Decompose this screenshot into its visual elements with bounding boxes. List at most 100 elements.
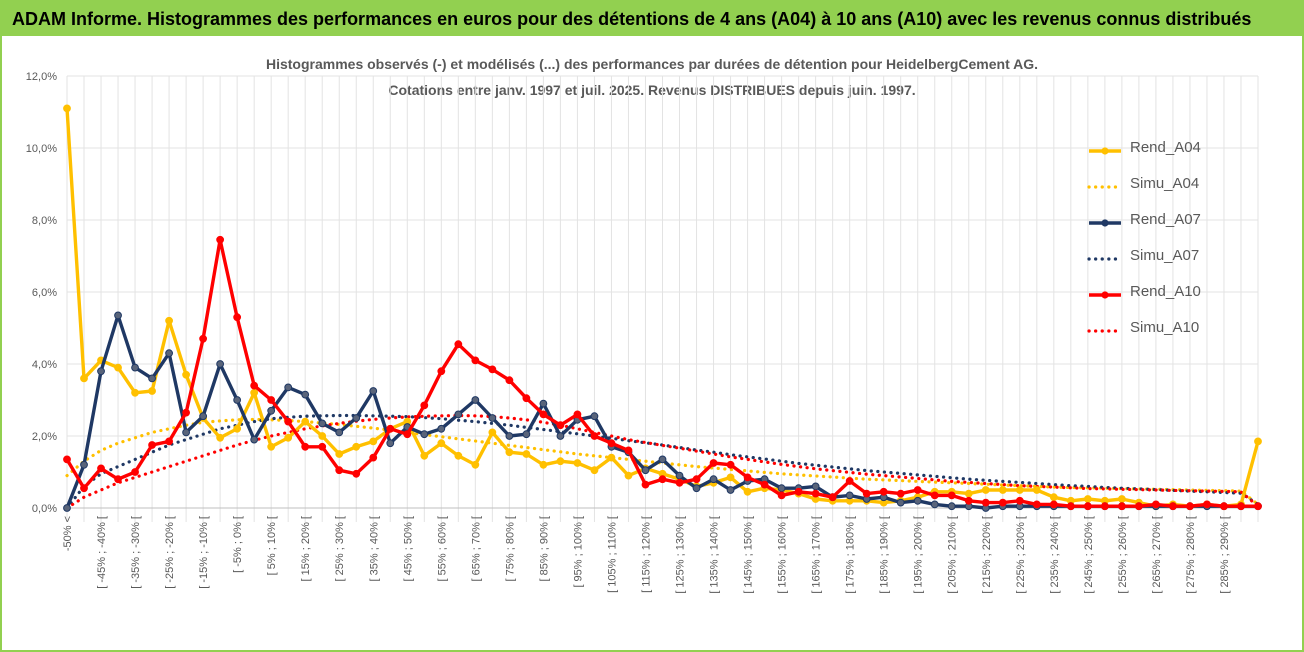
data-point xyxy=(80,484,88,493)
data-point xyxy=(930,491,939,500)
data-point xyxy=(97,464,105,473)
legend-swatch xyxy=(1087,185,1123,189)
data-point xyxy=(352,469,361,478)
series-Simu_A10 xyxy=(65,413,1260,510)
legend-swatch xyxy=(1087,329,1123,333)
data-point xyxy=(335,466,344,475)
data-point xyxy=(1169,502,1177,511)
data-point xyxy=(743,473,752,482)
x-tick-label: [ 215% ; 220% [ xyxy=(981,516,993,594)
data-point xyxy=(131,388,139,397)
data-point xyxy=(80,460,88,469)
data-point xyxy=(63,455,71,464)
legend-label: Rend_A07 xyxy=(1130,211,1201,228)
chart-subtitle: Cotations entre janv. 1997 et juil. 2025… xyxy=(388,82,916,98)
data-point xyxy=(114,475,122,484)
x-tick-label: [ 225% ; 230% [ xyxy=(1015,516,1027,594)
data-point xyxy=(454,451,463,460)
data-point xyxy=(1254,437,1262,446)
x-tick-label: [ -25% ; -20% [ xyxy=(164,516,176,589)
legend-item: Simu_A07 xyxy=(1086,244,1286,280)
data-point xyxy=(760,480,769,489)
data-point xyxy=(590,432,599,440)
x-tick-label: [ 275% ; 280% [ xyxy=(1185,516,1197,594)
data-point xyxy=(1066,502,1075,511)
y-tick-label: 0,0% xyxy=(32,503,57,515)
data-point xyxy=(726,460,735,469)
data-point xyxy=(250,388,259,397)
data-point xyxy=(1254,502,1262,511)
x-tick-label: [ 105% ; 110% [ xyxy=(606,516,618,593)
data-point xyxy=(471,356,480,365)
data-point xyxy=(284,433,293,442)
data-point xyxy=(590,466,599,475)
data-point xyxy=(692,484,701,493)
data-point xyxy=(1083,495,1092,503)
data-point xyxy=(658,455,667,464)
data-point xyxy=(692,475,701,484)
data-point xyxy=(199,334,208,343)
data-point xyxy=(318,419,327,428)
x-tick-label: [ 75% ; 80% [ xyxy=(504,516,516,581)
data-point xyxy=(913,486,922,494)
data-point xyxy=(896,489,905,498)
data-point xyxy=(233,313,242,322)
x-tick-label: [ 205% ; 210% [ xyxy=(947,516,959,594)
x-axis: -50% < [ -45% ; -40% [[ -35% ; -30% [[ -2… xyxy=(62,516,1231,594)
data-point xyxy=(437,424,446,433)
data-point xyxy=(369,453,378,462)
data-point xyxy=(811,489,820,498)
x-tick-label: [ 265% ; 270% [ xyxy=(1151,516,1163,594)
legend-marker xyxy=(1101,291,1109,299)
y-tick-label: 4,0% xyxy=(32,359,57,371)
data-point xyxy=(1152,500,1160,509)
data-point xyxy=(165,349,173,358)
data-point xyxy=(250,435,259,444)
data-point xyxy=(318,442,327,451)
legend-item: Simu_A10 xyxy=(1086,316,1286,352)
data-point xyxy=(590,412,599,421)
data-point xyxy=(369,387,378,395)
x-tick-label: [ 55% ; 60% [ xyxy=(436,516,448,581)
data-point xyxy=(828,493,837,502)
chart-title: Histogrammes observés (-) et modélisés (… xyxy=(265,56,1038,72)
x-tick-label: [ 5% ; 10% [ xyxy=(266,516,278,575)
legend-marker xyxy=(1101,147,1109,155)
data-point xyxy=(1049,493,1058,502)
x-tick-label: [ 45% ; 50% [ xyxy=(402,516,414,581)
data-point xyxy=(250,381,259,390)
data-point xyxy=(114,311,122,320)
data-point xyxy=(913,496,922,505)
data-point xyxy=(539,410,548,419)
data-point xyxy=(930,500,939,509)
data-point xyxy=(556,457,565,466)
x-tick-label: [ 35% ; 40% [ xyxy=(368,516,380,581)
data-point xyxy=(1237,502,1245,511)
x-tick-label: [ -35% ; -30% [ xyxy=(130,516,142,589)
data-point xyxy=(709,459,718,467)
data-point xyxy=(471,396,480,404)
data-point xyxy=(352,442,361,451)
x-tick-label: [ 255% ; 260% [ xyxy=(1117,516,1129,594)
data-point xyxy=(63,104,71,113)
data-point xyxy=(199,412,208,421)
data-point xyxy=(1015,496,1024,505)
y-tick-label: 10,0% xyxy=(26,143,57,155)
data-point xyxy=(284,417,293,426)
data-point xyxy=(573,459,582,467)
data-point xyxy=(964,489,973,498)
data-point xyxy=(981,498,990,507)
data-point xyxy=(114,363,122,372)
data-point xyxy=(420,451,429,460)
data-point xyxy=(267,406,276,415)
data-point xyxy=(488,365,497,374)
legend: Rend_A04 Simu_A04 Rend_A07 Simu_A07 Rend_A10… xyxy=(1086,136,1286,352)
data-point xyxy=(1049,500,1058,509)
data-point xyxy=(998,486,1007,494)
data-point xyxy=(1100,502,1109,511)
data-point xyxy=(505,432,514,440)
data-point xyxy=(522,430,531,439)
legend-item: Rend_A04 xyxy=(1086,136,1286,172)
data-point xyxy=(182,370,191,379)
